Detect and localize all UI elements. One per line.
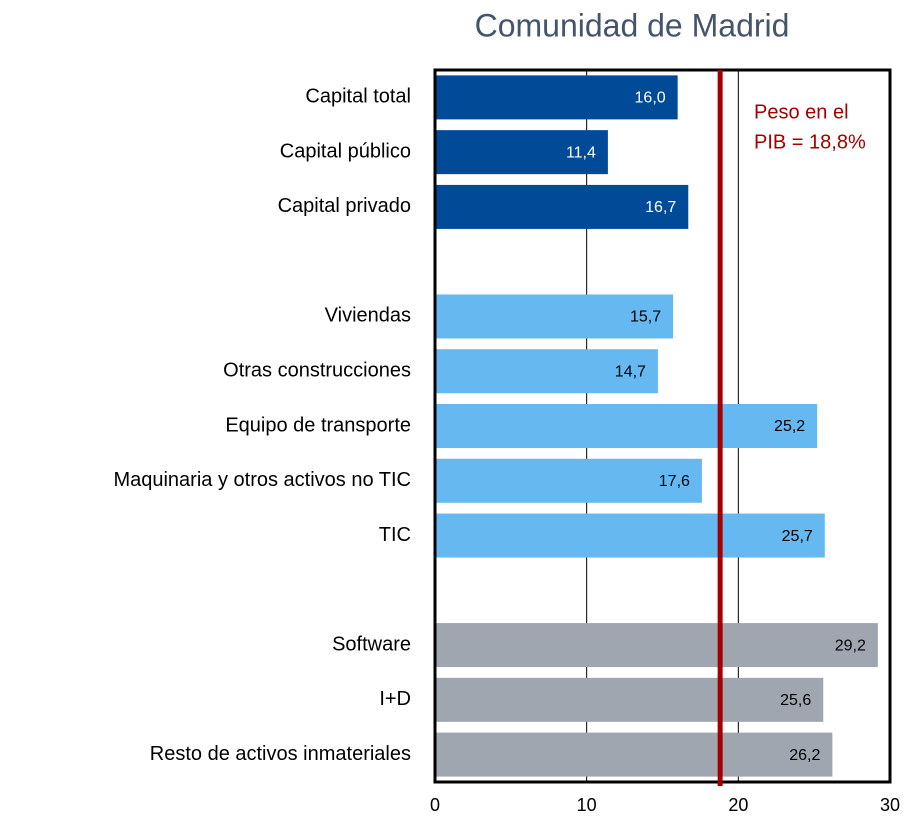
bar xyxy=(435,513,825,558)
bar xyxy=(435,294,674,339)
x-tick-label: 30 xyxy=(880,795,900,815)
y-tick-label: Capital privado xyxy=(278,195,411,217)
bar xyxy=(435,404,818,448)
plot-frame xyxy=(433,68,892,784)
y-tick-label: I+D xyxy=(379,688,411,710)
value-label: 14,7 xyxy=(615,363,646,380)
annotation: Peso en el xyxy=(754,101,849,123)
annotation: PIB = 18,8% xyxy=(754,131,866,153)
value-label: 16,0 xyxy=(635,90,666,107)
value-label: 17,6 xyxy=(659,473,690,490)
y-tick-label: Otras construcciones xyxy=(223,360,411,382)
y-tick-label: Viviendas xyxy=(325,305,411,327)
y-tick-label: Capital público xyxy=(280,140,411,162)
value-label: 25,7 xyxy=(782,528,813,545)
bar xyxy=(435,623,878,668)
y-tick-label: TIC xyxy=(379,524,411,546)
value-label: 25,6 xyxy=(780,692,811,709)
bar xyxy=(435,184,689,229)
bar xyxy=(435,349,658,394)
bar xyxy=(435,732,833,777)
chart-title: Comunidad de Madrid xyxy=(475,7,790,43)
y-tick-label: Equipo de transporte xyxy=(225,414,411,436)
bar xyxy=(435,75,678,120)
x-tick-label: 10 xyxy=(577,795,597,815)
y-tick-label: Capital total xyxy=(305,86,411,108)
value-label: 11,4 xyxy=(566,144,596,161)
value-label: 29,2 xyxy=(835,637,866,654)
bar xyxy=(435,458,702,503)
y-tick-label: Maquinaria y otros activos no TIC xyxy=(113,469,411,491)
x-tick-label: 0 xyxy=(430,795,440,815)
value-label: 26,2 xyxy=(789,747,820,764)
value-label: 15,7 xyxy=(630,309,661,326)
bar xyxy=(435,130,608,175)
bar xyxy=(435,677,824,722)
value-label: 16,7 xyxy=(645,199,676,216)
y-tick-label: Software xyxy=(332,633,411,655)
x-tick-label: 20 xyxy=(728,795,748,815)
y-tick-label: Resto de activos inmateriales xyxy=(150,743,411,765)
value-label: 25,2 xyxy=(774,418,805,435)
